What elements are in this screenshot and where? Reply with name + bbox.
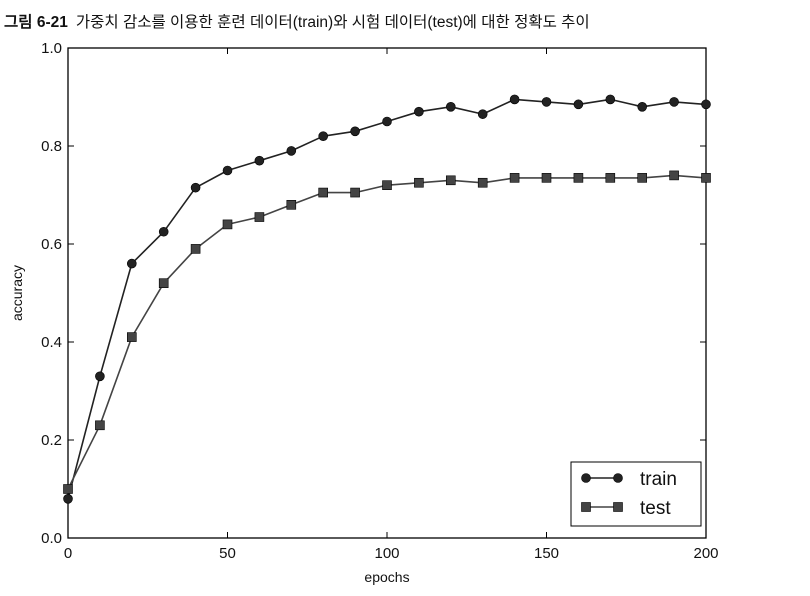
legend-box xyxy=(570,461,702,527)
legend: train test xyxy=(570,461,702,527)
train-point xyxy=(158,226,169,237)
y-tick-label: 1.0 xyxy=(41,40,62,57)
test-point xyxy=(190,244,201,254)
train-point xyxy=(477,109,488,119)
figure-label: 그림 6-21 xyxy=(4,14,68,31)
train-point xyxy=(669,97,679,107)
test-point xyxy=(254,212,265,222)
figure-caption: 그림 6-21 가중치 감소를 이용한 훈련 데이터(train)와 시험 데이터… xyxy=(4,10,590,32)
test-point xyxy=(509,173,520,183)
test-point xyxy=(414,177,424,188)
train-point xyxy=(637,102,648,112)
plot-area xyxy=(67,47,707,539)
y-tick-label: 0.8 xyxy=(41,138,62,155)
train-point xyxy=(382,116,392,127)
train-point xyxy=(127,258,137,269)
train-point xyxy=(190,182,201,193)
legend-train-marker xyxy=(581,473,591,483)
x-tick-label: 100 xyxy=(374,545,399,562)
test-point xyxy=(63,484,73,494)
legend-test-marker xyxy=(581,502,591,512)
test-point xyxy=(573,173,584,183)
train-point xyxy=(509,94,520,105)
train-point xyxy=(414,106,424,117)
train-point xyxy=(541,97,552,107)
x-axis-label: epochs xyxy=(364,569,409,585)
y-tick-label: 0.0 xyxy=(41,530,62,547)
x-tick-label: 0 xyxy=(64,545,72,562)
train-point xyxy=(95,371,105,382)
test-point xyxy=(382,180,392,190)
train-point xyxy=(573,99,584,110)
test-point xyxy=(286,200,297,210)
legend-test-marker xyxy=(613,502,623,512)
train-point xyxy=(318,131,329,141)
y-tick-label: 0.6 xyxy=(41,236,62,253)
test-point xyxy=(127,332,137,342)
train-point xyxy=(254,155,265,166)
x-tick-label: 200 xyxy=(693,545,718,562)
train-point xyxy=(605,94,616,105)
train-point xyxy=(445,102,456,112)
figure-caption-text: 가중치 감소를 이용한 훈련 데이터(train)와 시험 데이터(test)에… xyxy=(75,14,590,31)
test-point xyxy=(158,278,169,289)
test-point xyxy=(669,170,679,181)
axis-ticks: 0 50 100 150 200 0.0 0.2 0.4 0.6 0.8 1.0 xyxy=(41,40,718,562)
test-point xyxy=(701,173,711,183)
y-tick-label: 0.4 xyxy=(41,334,62,351)
test-point xyxy=(350,187,360,198)
y-tick-label: 0.2 xyxy=(41,432,62,449)
test-point xyxy=(95,420,105,431)
test-point xyxy=(445,175,456,186)
train-point xyxy=(222,165,233,176)
test-point xyxy=(605,173,616,183)
train-point xyxy=(63,493,73,504)
test-point xyxy=(222,219,233,230)
series-layer xyxy=(63,94,711,504)
legend-train-label: train xyxy=(640,469,677,490)
y-axis-label: accuracy xyxy=(9,265,25,321)
train-point xyxy=(350,126,360,137)
x-tick-label: 150 xyxy=(534,545,559,562)
test-point xyxy=(637,173,648,183)
train-point xyxy=(286,146,297,156)
train-point xyxy=(701,99,711,110)
legend-train-marker xyxy=(613,473,623,483)
test-point xyxy=(477,177,488,188)
test-point xyxy=(541,173,552,183)
legend-test-label: test xyxy=(640,498,671,519)
x-tick-label: 50 xyxy=(219,545,236,562)
test-point xyxy=(318,187,329,198)
